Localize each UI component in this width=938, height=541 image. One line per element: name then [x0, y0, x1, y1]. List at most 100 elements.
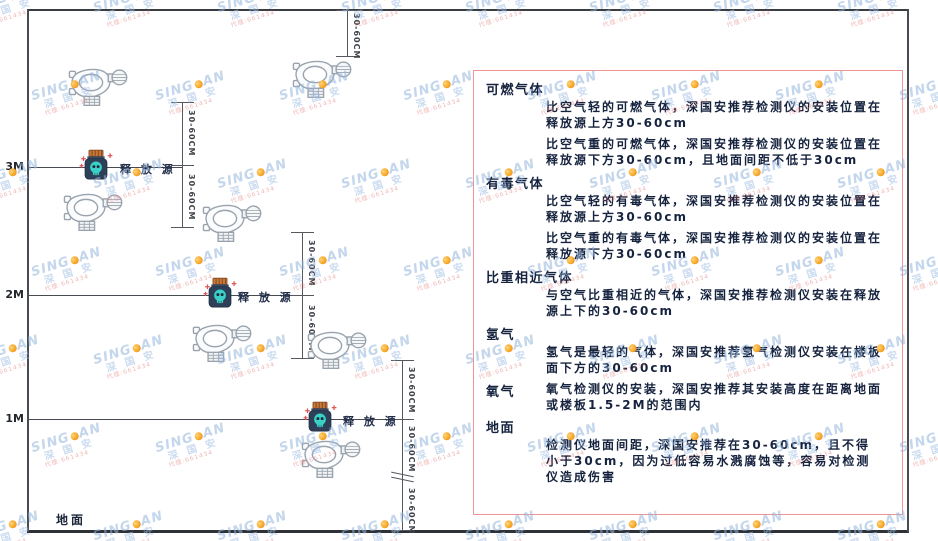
- watermark-tagline: 代理:661434: [850, 9, 897, 30]
- watermark-cn: 深 国 安: [42, 436, 96, 463]
- watermark-cn: 深 国 安: [352, 0, 406, 23]
- watermark-cn: 深 国 安: [910, 261, 938, 287]
- dimension-label: 30-60CM: [407, 426, 416, 473]
- dimension-line-ceiling: 30-60CM: [336, 10, 361, 59]
- watermark-tagline: 代理:661434: [726, 9, 773, 30]
- watermark-tagline: 代理:661434: [0, 526, 68, 541]
- info-panel: 可燃气体 比空气轻的可燃气体，深国安推荐检测仪的安装位置在释放源上方30-60c…: [473, 70, 903, 515]
- brand-dot-icon: [441, 78, 452, 89]
- section-paragraph: 检测仪地面间距，深国安推荐在30-60cm，且不得小于30cm，因为过低容易水溅…: [546, 438, 871, 484]
- watermark-cn: 深 国 安: [0, 348, 34, 375]
- section-heading-hydrogen: 氢气: [486, 328, 516, 343]
- watermark-cn: 深 国 安: [228, 172, 282, 199]
- brand-dot-icon: [193, 78, 204, 89]
- brand-dot-icon: [627, 518, 638, 529]
- watermark-cn: 深 国 安: [104, 0, 158, 23]
- brand-dot-icon: [7, 0, 18, 1]
- watermark-cn: 深 国 安: [166, 84, 220, 111]
- watermark-tagline: 代理:661434: [354, 9, 401, 30]
- watermark-tagline: 代理:661434: [44, 273, 91, 294]
- watermark-tagline: 代理:661434: [850, 526, 936, 541]
- watermark-cn: 深 国 安: [600, 524, 654, 541]
- watermark-tagline: 代理:661434: [726, 526, 812, 541]
- watermark-cn: 深 国 安: [228, 0, 282, 23]
- dimension-label: 30-60CM: [307, 305, 316, 352]
- section-oxygen: 氧气 氧气检测仪的安装，深国安推荐其安装高度在距离地面或楼板1.5-2M的范围内: [486, 381, 882, 413]
- brand-dot-icon: [131, 342, 142, 353]
- watermark-cn: 深 国 安: [352, 524, 406, 541]
- watermark-cn: 深 国 安: [724, 524, 778, 541]
- watermark-cn: 深 国 安: [0, 0, 34, 22]
- watermark-tagline: 代理:661434: [292, 273, 339, 294]
- section-paragraph: 氢气是最轻的气体，深国安推荐氢气检测仪安装在楼板面下方的30-60cm: [546, 345, 883, 375]
- watermark-tagline: 代理:661434: [912, 449, 938, 470]
- watermark-tagline: 代理:661434: [478, 526, 564, 541]
- brand-dot-icon: [255, 342, 266, 353]
- brand-dot-icon: [751, 518, 762, 529]
- section-heading-similar-density: 比重相近气体: [486, 271, 574, 286]
- watermark-cn: 深 国 安: [104, 348, 158, 375]
- watermark-cn: 深 国 安: [910, 437, 938, 463]
- brand-dot-icon: [193, 430, 204, 441]
- watermark-tagline: 代理:661434: [602, 9, 649, 30]
- watermark-tagline: 代理:661434: [230, 185, 277, 206]
- section-paragraph: 比空气轻的可燃气体，深国安推荐检测仪的安装位置在释放源上方30-60cm: [546, 100, 883, 130]
- watermark-tagline: 代理:661434: [912, 97, 938, 118]
- dimension-label: 30-60CM: [187, 110, 196, 157]
- right-wall-line: [907, 9, 909, 532]
- watermark-cn: 深 国 安: [352, 172, 406, 199]
- watermark-cn: 深 国 安: [476, 0, 530, 23]
- watermark-cn: 深 国 安: [848, 0, 902, 23]
- brand-dot-icon: [379, 518, 390, 529]
- brand-dot-icon: [751, 0, 762, 1]
- brand-dot-icon: [503, 518, 514, 529]
- watermark-tagline: 代理:661434: [354, 526, 440, 541]
- dimension-line-1m: 30-60CM 30-60CM 30-60CM: [391, 360, 416, 534]
- level-line-2m: [28, 295, 302, 296]
- gas-detector-icon: [305, 329, 367, 369]
- gas-detector-icon: [61, 191, 123, 231]
- watermark-cn: 深 国 安: [600, 0, 654, 23]
- brand-dot-icon: [7, 342, 18, 353]
- ground-label: 地面: [56, 513, 87, 527]
- watermark-tagline: 代理:661434: [0, 9, 29, 30]
- brand-dot-icon: [441, 254, 452, 265]
- section-heading-oxygen: 氧气: [486, 385, 516, 400]
- brand-dot-icon: [379, 166, 390, 177]
- axis-label-1m: 1M: [5, 412, 24, 425]
- gas-detector-icon: [290, 58, 352, 98]
- left-wall-line: [27, 9, 29, 532]
- watermark-cn: 深 国 安: [910, 85, 938, 111]
- brand-dot-icon: [255, 0, 266, 1]
- dimension-label: 30-60CM: [407, 488, 416, 535]
- watermark-cn: 深 国 安: [724, 0, 778, 23]
- brand-dot-icon: [317, 254, 328, 265]
